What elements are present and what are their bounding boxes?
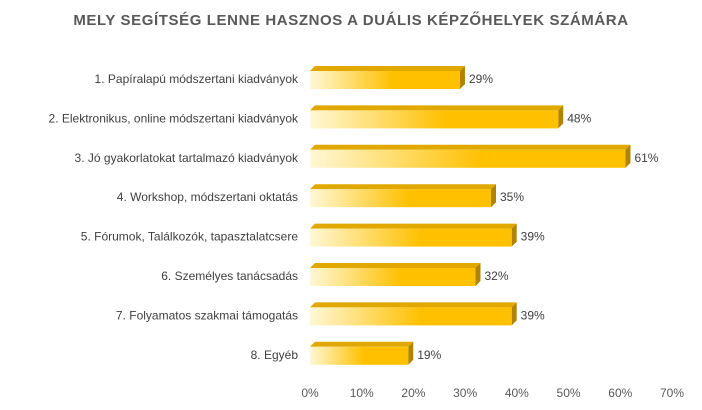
category-label: 4. Workshop, módszertani oktatás <box>117 190 298 204</box>
data-label: 19% <box>417 348 441 362</box>
data-label: 29% <box>469 72 493 86</box>
bar-side-face <box>475 263 481 286</box>
bar-side-face <box>511 223 517 247</box>
x-tick-label: 40% <box>505 386 529 400</box>
bar-top-face <box>310 263 481 268</box>
category-label: 6. Személyes tanácsadás <box>161 269 298 283</box>
data-label: 61% <box>634 151 658 165</box>
x-tick-label: 10% <box>350 386 374 400</box>
bar-top-face <box>310 66 465 71</box>
data-label: 39% <box>521 230 545 244</box>
bar-top-face <box>310 105 564 111</box>
bar-3 <box>310 144 631 168</box>
category-label: 2. Elektronikus, online módszertani kiad… <box>49 111 299 125</box>
category-label: 5. Fórumok, Találkozók, tapasztalatcsere <box>81 230 299 244</box>
bar-front-face <box>310 228 512 247</box>
category-label: 1. Papíralapú módszertani kiadványok <box>95 72 299 86</box>
bar-5 <box>310 223 517 247</box>
bar-front-face <box>310 110 559 129</box>
bar-top-face <box>310 341 414 347</box>
bar-side-face <box>491 184 496 208</box>
bar-side-face <box>511 302 517 326</box>
bar-top-face <box>310 302 517 308</box>
bar-8 <box>310 341 414 365</box>
bars-group <box>310 66 631 365</box>
data-label: 48% <box>567 111 591 125</box>
bar-4 <box>310 184 496 208</box>
x-tick-label: 50% <box>557 386 581 400</box>
x-tick-label: 20% <box>401 386 425 400</box>
bar-side-face <box>558 105 564 129</box>
chart-title: MELY SEGÍTSÉG LENNE HASZNOS A DUÁLIS KÉP… <box>73 11 628 29</box>
category-label: 7. Folyamatos szakmai támogatás <box>116 308 298 322</box>
bar-side-face <box>625 144 631 168</box>
bar-6 <box>310 263 481 286</box>
bar-top-face <box>310 223 517 229</box>
x-tick-label: 70% <box>660 386 684 400</box>
bar-side-face <box>459 66 465 89</box>
x-axis-ticks: 0% 10% 20% 30% 40% 50% 60% 70% <box>301 386 684 400</box>
data-labels: 29% 48% 61% 35% 39% 32% 39% 19% <box>417 72 659 362</box>
bar-front-face <box>310 149 626 168</box>
data-label: 39% <box>521 308 545 322</box>
data-label: 32% <box>484 269 508 283</box>
bar-1 <box>310 66 465 89</box>
category-label: 3. Jó gyakorlatokat tartalmazó kiadványo… <box>75 151 299 165</box>
data-label: 35% <box>500 190 524 204</box>
x-tick-label: 30% <box>453 386 477 400</box>
bar-front-face <box>310 268 476 286</box>
x-tick-label: 0% <box>301 386 319 400</box>
bar-front-face <box>310 346 409 365</box>
bar-front-face <box>310 71 460 89</box>
bar-2 <box>310 105 564 129</box>
category-label: 8. Egyéb <box>251 348 299 362</box>
bar-side-face <box>408 341 414 365</box>
bar-7 <box>310 302 517 326</box>
bar-front-face <box>310 307 512 326</box>
bar-top-face <box>310 144 631 150</box>
bar-top-face <box>310 184 496 190</box>
x-tick-label: 60% <box>608 386 632 400</box>
category-labels: 1. Papíralapú módszertani kiadványok 2. E… <box>49 72 299 362</box>
bar-front-face <box>310 189 491 208</box>
